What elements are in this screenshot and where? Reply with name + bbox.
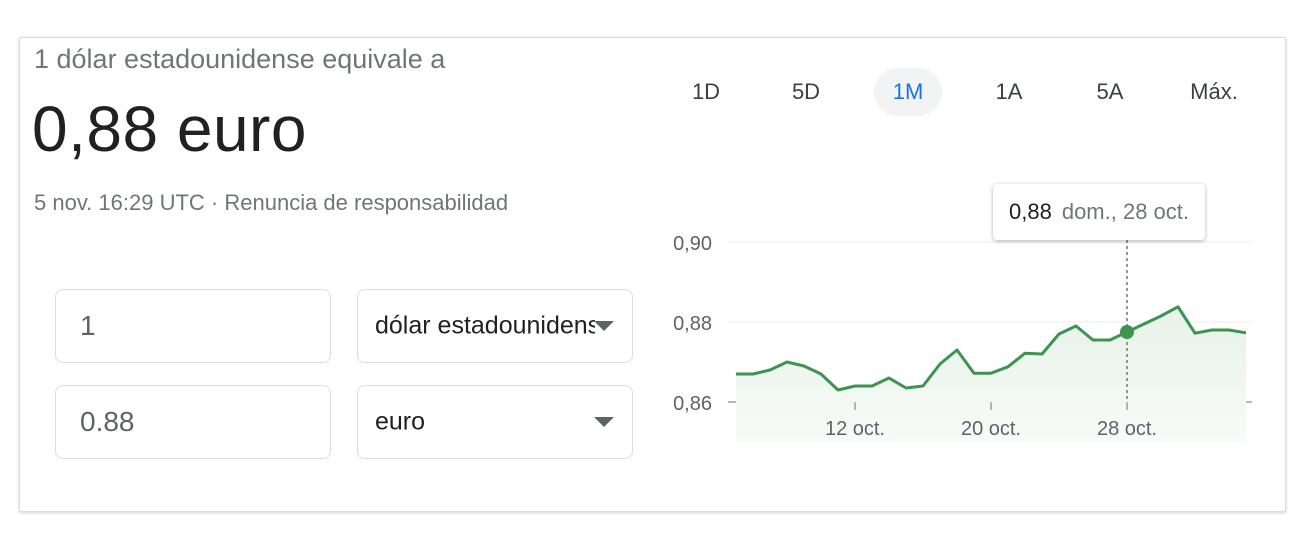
from-amount-input[interactable]: 1 [55, 289, 331, 363]
from-amount-value: 1 [80, 310, 96, 341]
tab-1m[interactable]: 1M [874, 68, 942, 116]
to-amount-input[interactable]: 0.88 [55, 385, 331, 459]
conversion-result: 0,88 euro [32, 93, 307, 165]
tab-1a[interactable]: 1A [995, 79, 1023, 104]
y-tick-label: 0,90 [673, 233, 712, 255]
x-tick-label: 12 oct. [825, 418, 885, 440]
y-tick-label: 0,88 [673, 313, 712, 335]
to-currency-value: euro [375, 407, 426, 436]
x-tick-label: 28 oct. [1097, 418, 1157, 440]
hover-point [1120, 325, 1134, 339]
exchange-rate-line [736, 305, 1247, 392]
dropdown-arrow-icon [594, 321, 614, 331]
to-amount-value: 0.88 [80, 406, 135, 437]
conversion-subtitle: 1 dólar estadounidense equivale a [34, 44, 446, 74]
x-tick-label: 20 oct. [961, 418, 1021, 440]
to-currency-select[interactable]: euro [357, 385, 633, 459]
exchange-rate-chart[interactable]: 0,90 0,88 0,86 12 oct. 20 oct. 28 oct. [640, 180, 1260, 450]
dropdown-arrow-icon [594, 417, 614, 427]
from-currency-select[interactable]: dólar estadounidense [357, 289, 633, 363]
tab-5d[interactable]: 5D [791, 79, 821, 104]
chart-tooltip: 0,88 dom., 28 oct. [993, 184, 1206, 240]
y-tick-label: 0,86 [673, 393, 712, 415]
from-currency-value: dólar estadounidense [375, 311, 595, 340]
disclaimer-link[interactable]: Renuncia de responsabilidad [224, 190, 509, 215]
timestamp: 5 nov. 16:29 UTC [34, 190, 205, 215]
tab-max[interactable]: Máx. [1190, 79, 1238, 104]
tooltip-value: 0,88 [1009, 199, 1052, 224]
separator: · [204, 190, 225, 215]
update-info: 5 nov. 16:29 UTC · Renuncia de responsab… [34, 190, 508, 216]
tab-5a[interactable]: 5A [1096, 79, 1124, 104]
tooltip-date: dom., 28 oct. [1061, 199, 1190, 224]
tab-1d[interactable]: 1D [691, 79, 721, 104]
